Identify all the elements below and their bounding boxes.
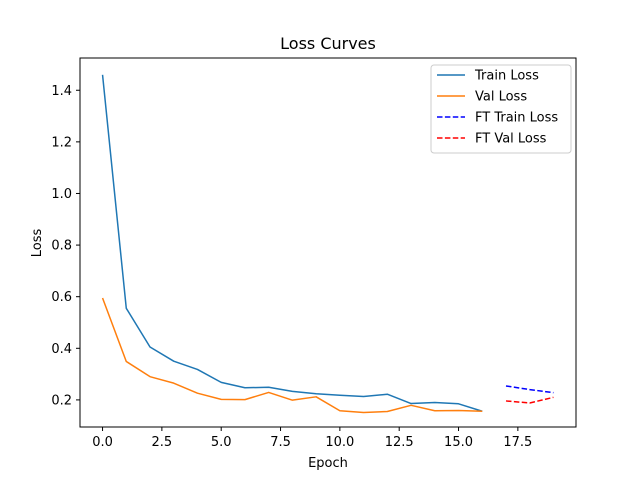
x-tick-label: 12.5	[385, 435, 414, 450]
y-tick-label: 0.6	[51, 290, 72, 305]
x-tick-label: 17.5	[503, 435, 532, 450]
y-tick-label: 1.2	[51, 135, 72, 150]
y-axis-label: Loss	[30, 229, 45, 258]
x-tick-label: 2.5	[152, 435, 173, 450]
chart-title: Loss Curves	[280, 34, 376, 53]
x-tick-label: 7.5	[270, 435, 291, 450]
x-tick-label: 10.0	[325, 435, 354, 450]
legend-box	[430, 64, 572, 154]
y-tick-label: 0.8	[51, 239, 72, 254]
legend-label: Train Loss	[474, 69, 539, 84]
x-tick-label: 0.0	[92, 435, 113, 450]
series-line-ft-val-loss	[505, 396, 554, 404]
plot-frame	[79, 57, 577, 428]
y-tick-label: 1.4	[51, 84, 72, 99]
plot-area	[101, 74, 554, 414]
legend-label: Val Loss	[475, 90, 527, 105]
x-tick-label: 15.0	[444, 435, 473, 450]
series-line-val-loss	[101, 297, 483, 414]
y-tick-label: 0.2	[51, 393, 72, 408]
legend-label: FT Train Loss	[475, 111, 558, 126]
series-line-train-loss	[101, 74, 483, 412]
x-axis-label: Epoch	[308, 456, 348, 471]
axis-ticks: 0.0 2.5 5.0 7.5 10.0 12.5 15.0 17.5 0.2 0.4 0.6 0.8…	[51, 84, 532, 450]
series-line-ft-train-loss	[505, 385, 554, 394]
y-tick-label: 0.4	[51, 342, 72, 357]
legend: Train Loss Val Loss FT Train Loss FT Val Lo…	[430, 64, 572, 154]
x-tick-label: 5.0	[211, 435, 232, 450]
legend-label: FT Val Loss	[475, 132, 547, 147]
y-tick-label: 1.0	[51, 187, 72, 202]
